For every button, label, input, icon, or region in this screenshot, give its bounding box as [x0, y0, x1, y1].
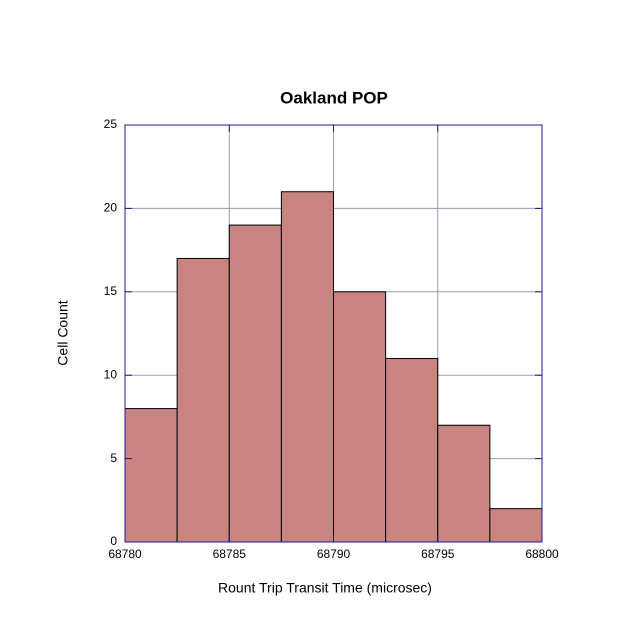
x-tick-label: 68800: [525, 547, 559, 561]
chart-title: Oakland POP: [280, 88, 388, 107]
bar: [437, 424, 491, 543]
x-tick-label: 68795: [421, 547, 455, 561]
y-tick-label: 15: [104, 284, 118, 298]
bar: [489, 508, 543, 543]
y-tick-label: 20: [104, 201, 118, 215]
y-tick-label: 5: [110, 451, 117, 465]
bar: [333, 291, 387, 543]
x-axis-label: Rount Trip Transit Time (microsec): [218, 580, 432, 596]
x-tick-label: 68785: [213, 547, 247, 561]
bar: [385, 358, 439, 543]
x-tick-label: 68780: [108, 547, 142, 561]
y-tick-label: 25: [104, 117, 118, 131]
bar: [228, 224, 282, 543]
bar: [176, 257, 230, 543]
bar: [280, 191, 334, 543]
y-tick-label: 0: [110, 534, 117, 548]
x-tick-label: 68790: [317, 547, 351, 561]
bar: [124, 408, 178, 543]
y-axis-label: Cell Count: [55, 300, 71, 365]
y-tick-label: 10: [104, 367, 118, 381]
